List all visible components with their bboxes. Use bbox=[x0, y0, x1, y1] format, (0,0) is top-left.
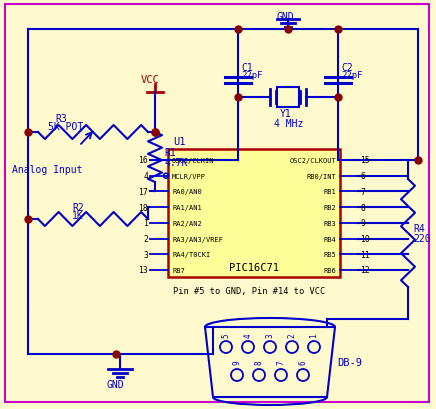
Text: DB-9: DB-9 bbox=[337, 357, 362, 367]
Text: R2: R2 bbox=[72, 202, 84, 213]
Text: 18: 18 bbox=[138, 203, 148, 212]
Text: 220: 220 bbox=[413, 234, 431, 243]
Text: R3: R3 bbox=[55, 114, 67, 124]
Text: C1: C1 bbox=[241, 63, 253, 73]
Text: C2: C2 bbox=[341, 63, 353, 73]
Text: U1: U1 bbox=[173, 137, 185, 147]
Text: 22pF: 22pF bbox=[241, 71, 262, 80]
Text: RA3/AN3/VREF: RA3/AN3/VREF bbox=[172, 236, 223, 242]
Text: RB2: RB2 bbox=[323, 204, 336, 211]
Text: 7: 7 bbox=[276, 360, 286, 364]
Text: 1: 1 bbox=[310, 333, 319, 337]
Text: RA1/AN1: RA1/AN1 bbox=[172, 204, 202, 211]
Text: RB6: RB6 bbox=[323, 267, 336, 273]
Text: 11: 11 bbox=[360, 250, 370, 259]
Text: 12: 12 bbox=[360, 266, 370, 275]
Text: OSC2/CLKOUT: OSC2/CLKOUT bbox=[289, 157, 336, 164]
Text: RB4: RB4 bbox=[323, 236, 336, 242]
Text: MCLR/VPP: MCLR/VPP bbox=[172, 173, 206, 179]
Text: GND: GND bbox=[106, 379, 124, 389]
Text: RB3: RB3 bbox=[323, 220, 336, 226]
Text: RA0/AN0: RA0/AN0 bbox=[172, 189, 202, 195]
Text: 17: 17 bbox=[138, 187, 148, 196]
Text: 16: 16 bbox=[138, 156, 148, 165]
Text: 9: 9 bbox=[360, 219, 365, 228]
Text: RB0/INT: RB0/INT bbox=[306, 173, 336, 179]
Text: VCC: VCC bbox=[141, 75, 160, 85]
Text: 8: 8 bbox=[255, 360, 263, 364]
Text: 2: 2 bbox=[143, 234, 148, 243]
Text: 4: 4 bbox=[243, 333, 252, 337]
Text: RA4/T0CKI: RA4/T0CKI bbox=[172, 252, 210, 258]
Text: 10: 10 bbox=[360, 234, 370, 243]
Text: 5: 5 bbox=[221, 333, 231, 337]
Text: 4: 4 bbox=[143, 172, 148, 181]
Text: R1: R1 bbox=[164, 148, 176, 157]
Text: Y1: Y1 bbox=[280, 109, 292, 119]
Text: 22pF: 22pF bbox=[341, 71, 362, 80]
Text: 8: 8 bbox=[360, 203, 365, 212]
Text: 6: 6 bbox=[360, 172, 365, 181]
Text: RB7: RB7 bbox=[172, 267, 185, 273]
Text: 3: 3 bbox=[266, 333, 275, 337]
Text: 9: 9 bbox=[232, 360, 242, 364]
Text: 6: 6 bbox=[299, 360, 307, 364]
Text: 4 MHz: 4 MHz bbox=[274, 119, 303, 129]
Bar bbox=[277, 88, 299, 108]
Text: GND: GND bbox=[276, 12, 293, 22]
Text: R4: R4 bbox=[413, 223, 425, 234]
Text: 1: 1 bbox=[143, 219, 148, 228]
Bar bbox=[168, 150, 340, 277]
Text: 7: 7 bbox=[360, 187, 365, 196]
Text: 15: 15 bbox=[360, 156, 370, 165]
Text: 1K: 1K bbox=[72, 211, 84, 220]
Text: RB1: RB1 bbox=[323, 189, 336, 195]
Text: 3: 3 bbox=[143, 250, 148, 259]
Text: PIC16C71: PIC16C71 bbox=[229, 262, 279, 272]
Text: RA2/AN2: RA2/AN2 bbox=[172, 220, 202, 226]
Text: RB5: RB5 bbox=[323, 252, 336, 258]
Text: Pin #5 to GND, Pin #14 to VCC: Pin #5 to GND, Pin #14 to VCC bbox=[173, 287, 325, 296]
Text: 4.7K: 4.7K bbox=[164, 157, 187, 168]
Text: Analog Input: Analog Input bbox=[12, 164, 82, 175]
Text: 5K POT: 5K POT bbox=[48, 122, 83, 132]
Text: 13: 13 bbox=[138, 266, 148, 275]
Text: OSC1/CLKIN: OSC1/CLKIN bbox=[172, 157, 215, 164]
Text: 2: 2 bbox=[287, 333, 296, 337]
